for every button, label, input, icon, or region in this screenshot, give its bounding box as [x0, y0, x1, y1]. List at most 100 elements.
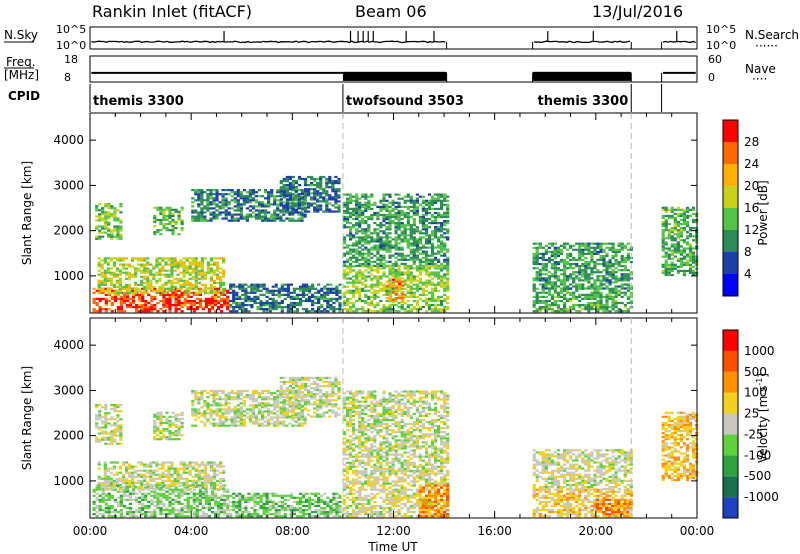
heat-cell: [241, 283, 245, 286]
heat-cell: [424, 213, 429, 217]
heat-cell: [373, 203, 377, 206]
heat-cell: [174, 515, 178, 518]
heat-cell: [143, 475, 147, 478]
heat-cell: [141, 496, 145, 499]
heat-cell: [547, 256, 551, 260]
heat-cell: [257, 211, 262, 214]
heat-cell: [596, 291, 600, 294]
heat-cell: [342, 224, 347, 227]
heat-cell: [191, 261, 195, 264]
heat-cell: [673, 218, 677, 222]
heat-cell: [427, 205, 432, 208]
heat-cell: [200, 213, 204, 216]
heat-cell: [334, 182, 338, 185]
heat-cell: [103, 481, 107, 484]
heat-cell: [273, 203, 277, 206]
heat-cell: [556, 269, 561, 272]
heat-cell: [113, 511, 117, 514]
heat-cell: [155, 265, 159, 268]
heat-cell: [370, 301, 374, 305]
heat-cell: [331, 190, 335, 193]
heat-cell: [427, 281, 432, 284]
heat-cell: [316, 184, 320, 187]
heat-cell: [110, 231, 114, 234]
heat-cell: [611, 289, 615, 292]
heat-cell: [424, 283, 429, 286]
heat-cell: [134, 271, 138, 274]
heat-cell: [213, 502, 218, 505]
heat-cell: [185, 281, 189, 284]
heat-cell: [614, 250, 618, 253]
heat-cell: [688, 255, 693, 258]
heat-cell: [406, 265, 410, 268]
heat-cell: [168, 504, 172, 508]
heat-cell: [532, 279, 536, 282]
heat-cell: [286, 285, 290, 288]
heat-cell: [191, 215, 195, 218]
heat-cell: [364, 201, 368, 204]
heat-cell: [563, 295, 567, 298]
heat-cell: [547, 250, 551, 253]
heat-cell: [421, 252, 425, 255]
nave-block-1: [532, 71, 632, 81]
heat-cell: [118, 477, 122, 480]
heat-cell: [364, 310, 368, 313]
heat-cell: [128, 513, 133, 516]
heat-cell: [155, 289, 159, 293]
heat-cell: [355, 224, 359, 227]
heat-cell: [113, 289, 117, 292]
heat-cell: [95, 225, 99, 228]
heat-cell: [168, 216, 172, 219]
heat-cell: [346, 267, 350, 270]
heat-cell: [125, 488, 130, 491]
heat-cell: [121, 263, 126, 266]
heat-cell: [664, 241, 668, 244]
heat-cell: [150, 511, 154, 514]
heat-cell: [599, 258, 603, 262]
heat-cell: [337, 204, 341, 207]
heat-cell: [183, 504, 187, 508]
heat-cell: [176, 281, 180, 284]
heat-cell: [670, 257, 674, 260]
heat-cell: [667, 255, 671, 258]
heat-cell: [415, 279, 419, 282]
heat-cell: [286, 295, 290, 298]
heat-cell: [322, 200, 326, 203]
heat-cell: [572, 285, 576, 288]
heat-cell: [98, 235, 102, 238]
heat-cell: [364, 285, 368, 288]
heat-cell: [572, 306, 576, 309]
heat-cell: [125, 490, 130, 493]
heat-cell: [140, 475, 144, 478]
heat-cell: [257, 195, 262, 198]
heat-cell: [544, 250, 548, 253]
heat-cell: [103, 277, 107, 280]
heat-cell: [578, 304, 582, 307]
heat-cell: [217, 506, 221, 510]
heat-cell: [253, 297, 257, 300]
heat-cell: [553, 291, 557, 294]
heat-cell: [367, 230, 371, 233]
heat-cell: [361, 275, 365, 278]
heat-cell: [334, 194, 338, 197]
heat-cell: [210, 511, 215, 514]
heat-cell: [673, 225, 677, 228]
heat-cell: [201, 494, 205, 497]
heat-cell: [291, 180, 295, 183]
heat-cell: [115, 267, 119, 270]
heat-cell: [328, 208, 332, 211]
heat-cell: [338, 291, 342, 294]
heat-cell: [587, 252, 591, 255]
heat-cell: [382, 213, 386, 217]
heat-cell: [553, 263, 557, 266]
heat-cell: [159, 208, 163, 211]
heat-cell: [553, 277, 557, 280]
heat-cell: [180, 306, 184, 309]
heat-cell: [325, 177, 329, 181]
colorbar-cell-1: [723, 252, 738, 274]
heat-cell: [195, 500, 199, 503]
heat-cell: [171, 220, 175, 224]
heat-cell: [200, 197, 204, 200]
heat-cell: [596, 299, 600, 303]
